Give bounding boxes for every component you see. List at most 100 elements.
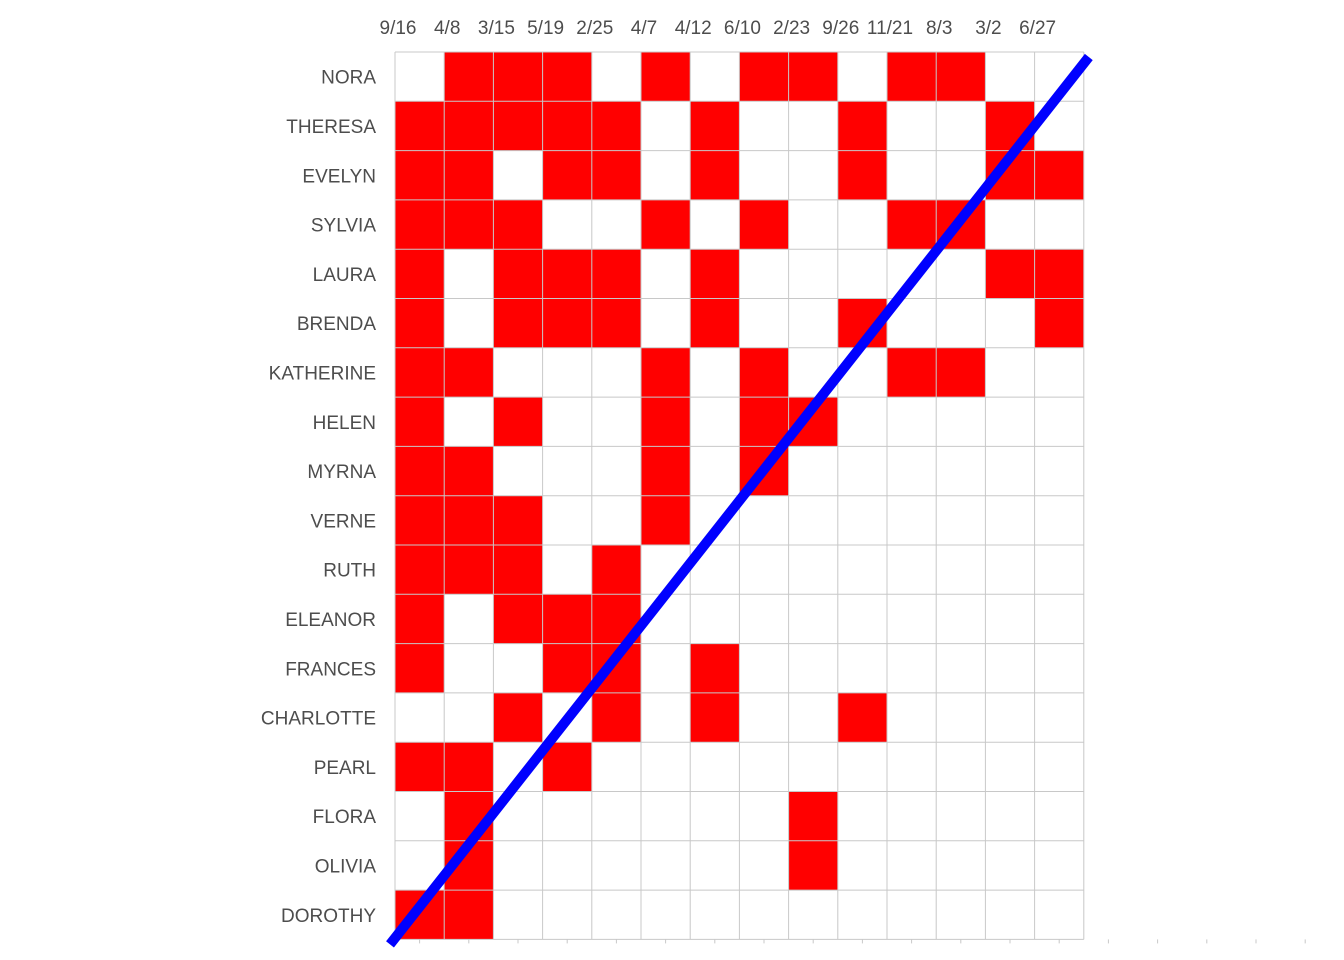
heatmap-cell [1034,890,1084,940]
heatmap-cell [444,150,494,200]
heatmap-cell [493,446,543,496]
heatmap-cell [887,347,937,398]
heatmap-cell [887,742,937,792]
diagonal-overlay [386,53,1093,948]
heatmap-cell [444,347,494,398]
heatmap-cell [444,397,494,447]
heatmap-cell [395,643,445,693]
heatmap-cell [591,249,641,299]
heatmap-cell [395,545,445,595]
heatmap-cell [985,249,1035,299]
heatmap-cell [788,840,838,891]
heatmap-cell [837,594,887,644]
heatmap-cell [542,199,592,250]
heatmap-cell [1034,742,1084,792]
heatmap-cell [641,397,691,447]
heatmap-cell [936,298,986,348]
y-tick-label: FRANCES [285,659,376,680]
heatmap-cell [493,594,543,644]
heatmap-cell [542,249,592,299]
x-tick-label: 2/23 [773,18,810,39]
heatmap-cell [591,495,641,545]
heatmap-cell [837,890,887,940]
heatmap-cell [641,495,691,545]
heatmap-cell [936,890,986,940]
heatmap-cell [887,150,937,200]
heatmap-cell [936,397,986,447]
y-tick-label: SYLVIA [311,216,376,237]
heatmap-cell [837,52,887,102]
heatmap-cell [837,101,887,151]
heatmap-cell [641,446,691,496]
heatmap-cell [739,150,789,200]
heatmap-cell [1034,692,1084,743]
heatmap-cell [641,890,691,940]
heatmap-cell [444,594,494,644]
heatmap-cell [887,495,937,545]
heatmap-cell [493,692,543,743]
heatmap-cell [788,249,838,299]
heatmap-cell [788,545,838,595]
heatmap-cell [837,397,887,447]
heatmap-cell [739,840,789,891]
heatmap-cell [1034,249,1084,299]
heatmap-cell [936,643,986,693]
heatmap-cell [985,52,1035,102]
heatmap-cell [444,643,494,693]
heatmap-cell [641,692,691,743]
heatmap-cell [739,52,789,102]
heatmap-cell [542,298,592,348]
heatmap-cell [1034,840,1084,891]
heatmap-cell [788,199,838,250]
heatmap-cell [690,249,740,299]
heatmap-cell [444,101,494,151]
heatmap-cell [444,199,494,250]
y-tick-label: NORA [321,68,376,89]
heatmap-cell [985,643,1035,693]
heatmap-cell [641,347,691,398]
heatmap-cell [788,791,838,841]
heatmap-cell [985,446,1035,496]
heatmap-cell [788,643,838,693]
heatmap-cell [985,742,1035,792]
x-tick-label: 5/19 [527,18,564,39]
heatmap-cell [395,150,445,200]
heatmap-cell [887,446,937,496]
heatmap-cell [395,52,445,102]
heatmap-cell [690,150,740,200]
heatmap-cell [1034,791,1084,841]
y-tick-label: FLORA [313,807,377,828]
heatmap-cell [542,643,592,693]
heatmap-cell [493,199,543,250]
heatmap-cell [788,150,838,200]
heatmap-cell [690,298,740,348]
heatmap-cell [641,791,691,841]
x-tick-label: 4/7 [631,18,657,39]
heatmap-cell [641,249,691,299]
heatmap-cell [936,840,986,891]
heatmap-cell [985,545,1035,595]
heatmap-cell [641,298,691,348]
heatmap-cell [542,791,592,841]
y-tick-label: THERESA [286,117,376,138]
heatmap-cell [591,692,641,743]
heatmap-cell [788,52,838,102]
heatmap-cell [887,791,937,841]
heatmap-cell [690,594,740,644]
heatmap-cell [739,643,789,693]
grid-lines [394,51,1306,944]
heatmap-cell [493,643,543,693]
heatmap-cell [837,495,887,545]
heatmap-cell [444,545,494,595]
x-tick-label: 2/25 [576,18,613,39]
heatmap-cell [985,594,1035,644]
heatmap-cell [493,840,543,891]
heatmap-cell [444,249,494,299]
y-tick-label: ELEANOR [285,610,376,631]
heatmap-cell [591,101,641,151]
heatmap-cell [542,101,592,151]
heatmap-cell [936,692,986,743]
y-tick-label: HELEN [313,413,376,434]
heatmap-cell [837,742,887,792]
heatmap-cell [1034,545,1084,595]
